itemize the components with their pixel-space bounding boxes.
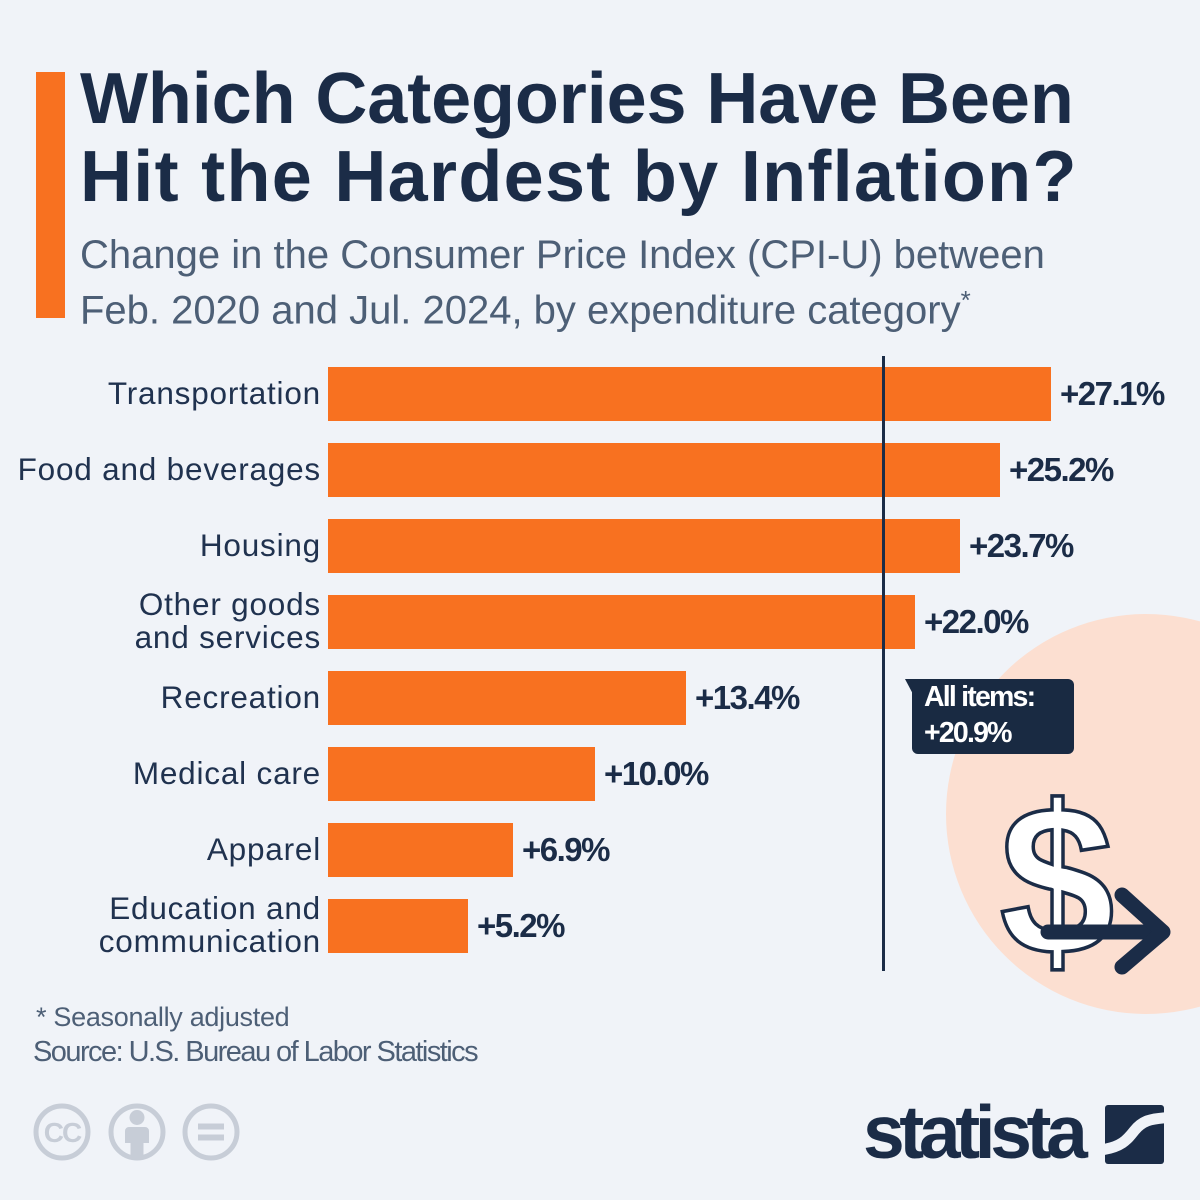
svg-text:$: $ [1000, 762, 1115, 1000]
svg-text:CC: CC [44, 1117, 82, 1148]
